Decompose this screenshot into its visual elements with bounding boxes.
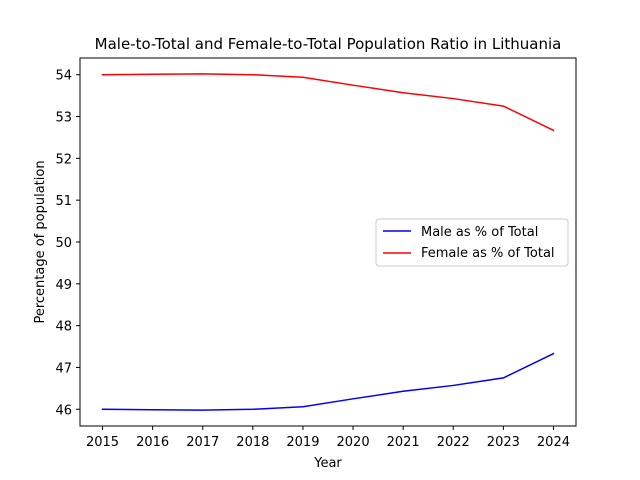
x-tick-label: 2024 — [537, 435, 570, 450]
series-line-male — [101, 352, 555, 411]
legend: Male as % of Total Female as % of Total — [375, 218, 569, 267]
chart-title: Male-to-Total and Female-to-Total Popula… — [95, 35, 562, 53]
x-tick-label: 2021 — [387, 435, 420, 450]
y-tick-label: 47 — [55, 361, 72, 376]
x-axis-label: Year — [313, 456, 342, 471]
series-line-female — [101, 73, 555, 132]
y-tick-label: 48 — [55, 320, 72, 335]
y-axis: 46 47 48 49 50 51 52 53 54 — [55, 69, 80, 418]
legend-label-female: Female as % of Total — [421, 246, 555, 261]
y-tick-label: 53 — [55, 111, 72, 126]
x-tick-label: 2016 — [136, 435, 169, 450]
x-tick-label: 2018 — [236, 435, 269, 450]
x-axis: 2015 2016 2017 2018 2019 2020 2021 2022 2023 2024 — [86, 426, 570, 450]
y-tick-label: 54 — [55, 69, 72, 84]
x-tick-label: 2015 — [86, 435, 119, 450]
x-tick-label: 2020 — [337, 435, 370, 450]
x-tick-label: 2023 — [487, 435, 520, 450]
y-axis-label: Percentage of population — [33, 160, 48, 323]
y-tick-label: 50 — [55, 236, 72, 251]
x-tick-label: 2017 — [186, 435, 219, 450]
legend-label-male: Male as % of Total — [421, 225, 538, 240]
legend-box — [375, 218, 569, 267]
y-tick-label: 52 — [55, 152, 72, 167]
series-layer — [101, 73, 555, 411]
y-tick-label: 46 — [55, 403, 72, 418]
y-tick-label: 51 — [55, 194, 72, 209]
x-tick-label: 2019 — [286, 435, 319, 450]
y-tick-label: 49 — [55, 278, 72, 293]
x-tick-label: 2022 — [437, 435, 470, 450]
